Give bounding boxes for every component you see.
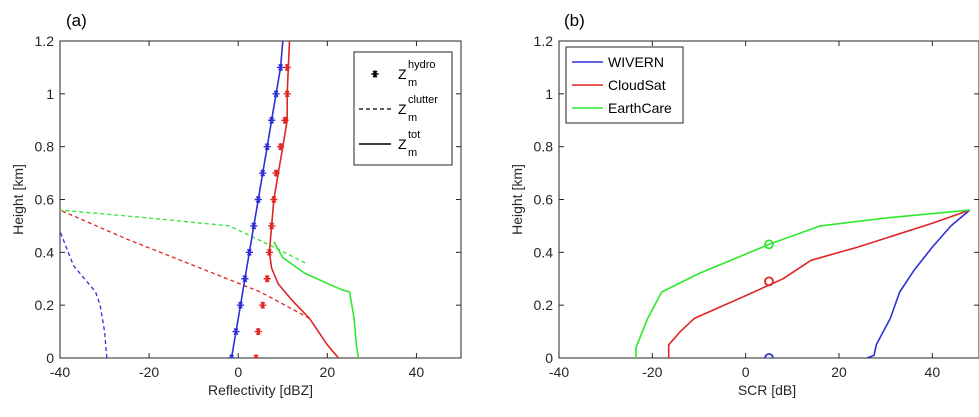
y-tick-label: 0.4 [35,244,55,260]
legend: WIVERN CloudSat EarthCare [565,46,684,124]
scr-marker [764,276,774,287]
legend-label: EarthCare [608,100,672,116]
x-tick-label: -20 [642,364,662,380]
plot-series-group [60,41,360,358]
hydro-point [272,169,280,177]
x-tick-label: -40 [549,364,569,380]
legend-label: CloudSat [608,77,666,93]
y-tick-label: 0.8 [35,139,55,155]
y-tick-label: 0 [46,350,54,366]
panel-b: (b) -40 -20 0 20 40 0 0.2 0.4 0.6 0.8 1 1.2 SCR [dB]… [509,11,979,398]
clutter-line [60,230,108,358]
x-tick-label: -40 [50,364,70,380]
x-tick-label: 0 [742,364,750,380]
clutter-line [60,209,310,319]
clutter-line [60,209,306,264]
hydro-point [276,143,285,151]
legend-superscript: clutter [408,94,438,106]
panel-a-label: (a) [66,11,87,30]
legend-superscript: hydro [408,59,436,71]
y-tick-label: 0.6 [35,192,55,208]
x-tick-label: 40 [409,364,425,380]
x-axis-label: SCR [dB] [738,382,796,398]
hydro-point [259,301,267,309]
hydro-point [263,275,271,283]
scr-marker [764,239,774,250]
x-tick-label: 20 [831,364,847,380]
total-line [230,41,284,358]
x-tick-label: 0 [234,364,242,380]
legend-subscript: m [408,112,417,124]
y-tick-label: 1.2 [534,33,554,49]
series-line [667,209,970,358]
legend-box [353,51,453,166]
x-axis-label: Reflectivity [dBZ] [208,382,313,398]
legend-subscript: m [408,77,417,89]
hydro-point [283,63,291,72]
panel-a: (a) -40 -20 0 20 40 0 0.2 0.4 0.6 0.8 1 1.2 Reflecti… [10,11,462,398]
legend-subscript: m [408,147,417,159]
y-tick-label: 0.2 [35,297,55,313]
y-tick-label: 1 [545,86,553,102]
panel-b-label: (b) [564,11,585,30]
x-tick-label: -20 [139,364,159,380]
y-tick-label: 0.6 [534,192,554,208]
legend-superscript: tot [408,129,420,141]
plot-series-group [635,209,971,358]
y-tick-label: 1.2 [35,33,55,49]
y-tick-label: 0 [545,350,553,366]
legend-star-symbol [371,70,379,78]
series-line [866,209,971,358]
x-tick-label: 20 [320,364,336,380]
series-line [635,209,970,358]
y-tick-label: 0.8 [534,139,554,155]
legend-base: Z [398,66,407,82]
y-tick-label: 0.4 [534,244,554,260]
x-tick-label: 40 [925,364,941,380]
y-axis-label: Height [km] [10,164,26,235]
legend-label: WIVERN [608,54,664,70]
legend-base: Z [398,101,407,117]
total-line [273,241,360,358]
hydro-point [281,116,289,124]
hydro-point [254,327,262,336]
legend-base: Z [398,136,407,152]
y-axis-label: Height [km] [509,164,525,235]
total-line [268,41,340,358]
y-tick-label: 1 [46,86,54,102]
y-tick-label: 0.2 [534,297,554,313]
scr-marker [764,353,774,358]
